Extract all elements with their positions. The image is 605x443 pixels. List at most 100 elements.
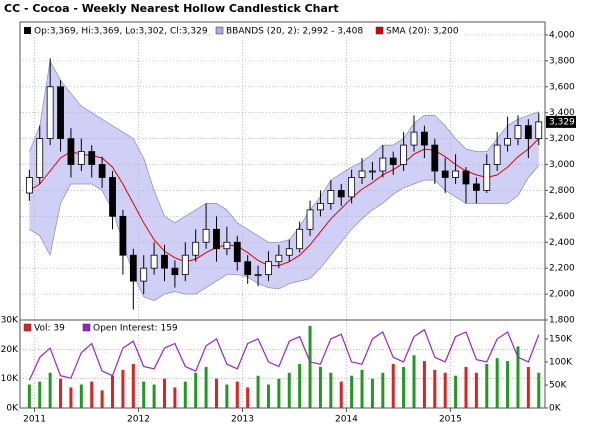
volume-bar <box>90 381 94 408</box>
bbands-upper <box>29 59 539 243</box>
x-tick-label: 2015 <box>439 415 462 425</box>
volume-bar <box>495 358 499 408</box>
legend: Op:3,369, Hi:3,369, Lo:3,302, Cl:3,329 B… <box>22 25 464 334</box>
candle-body <box>275 254 283 263</box>
y-tick-label: 0K <box>6 404 19 414</box>
volume-bar <box>381 372 385 408</box>
volume-bar <box>464 366 468 408</box>
legend-label: BBANDS (20, 2): 2,992 - 3,408 <box>226 27 363 37</box>
candle-body <box>306 209 314 230</box>
candle-body <box>504 138 511 146</box>
volume-bar <box>163 378 167 408</box>
legend-label: Open Interest: 159 <box>93 324 178 334</box>
candle-body <box>98 164 106 178</box>
volume-panel <box>19 319 546 409</box>
candle-body <box>109 177 116 217</box>
candle-body <box>161 254 168 269</box>
candle-body <box>233 241 241 263</box>
bbands-area <box>29 60 539 301</box>
candle-body <box>348 177 356 198</box>
volume-bar <box>537 372 541 408</box>
y-tick-label: 30K <box>1 316 19 326</box>
marks-layer <box>25 58 543 408</box>
y-tick-label: 3,800 <box>549 56 575 66</box>
legend-key <box>375 26 384 35</box>
volume-bar <box>256 375 260 408</box>
candle-body <box>254 274 262 277</box>
y-tick-label: 3,600 <box>549 82 575 92</box>
volume-bar <box>69 387 73 408</box>
y-tick-label: 2,400 <box>549 238 575 248</box>
y-tick-label: 10K <box>1 374 19 384</box>
volume-bar <box>59 378 63 408</box>
volume-bar <box>329 372 333 408</box>
candle-body <box>223 241 231 250</box>
y-tick-label: 1,800 <box>549 316 575 326</box>
candle-body <box>129 254 137 282</box>
candle-body <box>317 202 324 211</box>
volume-bar <box>422 361 426 408</box>
candle-body <box>244 261 252 276</box>
candle-body <box>452 170 459 178</box>
candle-body <box>67 138 75 165</box>
y-tick-label: 4,000 <box>549 30 575 40</box>
y-tick-label: 3,400 <box>549 108 575 118</box>
volume-bar <box>27 384 31 408</box>
last-price-label: 3,329 <box>549 117 575 127</box>
legend-bg <box>22 322 74 333</box>
candle-body <box>296 228 304 250</box>
y-tick-label: 2,600 <box>549 212 575 222</box>
candle-body <box>483 164 491 191</box>
volume-bar <box>100 390 104 408</box>
candle-body <box>202 228 210 243</box>
y2-tick-label: 50K <box>549 380 567 390</box>
legend-bg <box>214 25 370 36</box>
volume-bar <box>277 378 281 408</box>
x-tick-label: 2011 <box>23 415 46 425</box>
legend-bg <box>374 25 464 36</box>
candle-body <box>77 151 85 165</box>
volume-bar <box>485 364 489 408</box>
y-tick-label: 2,800 <box>549 186 575 196</box>
volume-bar <box>360 369 364 408</box>
volume-bar <box>225 384 229 408</box>
volume-bar <box>48 372 52 408</box>
candle-body <box>462 170 470 185</box>
y-tick-label: 3,000 <box>549 160 575 170</box>
candle-body <box>337 190 345 198</box>
volume-bar <box>131 364 135 408</box>
candle-body <box>431 144 439 172</box>
volume-bar <box>152 384 156 408</box>
volume-bar <box>308 325 312 408</box>
volume-bar <box>235 381 239 408</box>
volume-bar <box>318 366 322 408</box>
candle-body <box>421 131 428 146</box>
y-tick-label: 2,000 <box>549 290 575 300</box>
candle-body <box>285 248 293 256</box>
candle-body <box>400 144 408 165</box>
volume-bar <box>454 375 458 408</box>
candle-body <box>441 170 449 178</box>
candle-body <box>88 151 96 165</box>
volume-bar <box>121 369 125 408</box>
candle-body <box>140 267 148 282</box>
candle-body <box>327 190 335 204</box>
candle-body <box>36 138 44 178</box>
candle-body <box>369 170 376 173</box>
candle-body <box>379 157 387 172</box>
x-tick-label: 2014 <box>335 415 358 425</box>
y2-tick-label: 100K <box>549 357 573 367</box>
legend-key <box>23 323 32 332</box>
volume-bar <box>350 375 354 408</box>
volume-bar <box>111 375 115 408</box>
candle-body <box>389 157 397 165</box>
candle-body <box>57 86 64 140</box>
legend-label: SMA (20): 3,200 <box>386 27 459 37</box>
volume-bar <box>526 366 530 408</box>
candle-body <box>181 254 189 276</box>
candle-body <box>192 241 200 256</box>
candle-body <box>358 170 366 178</box>
volume-bar <box>183 381 187 408</box>
open-interest-line <box>28 328 540 381</box>
